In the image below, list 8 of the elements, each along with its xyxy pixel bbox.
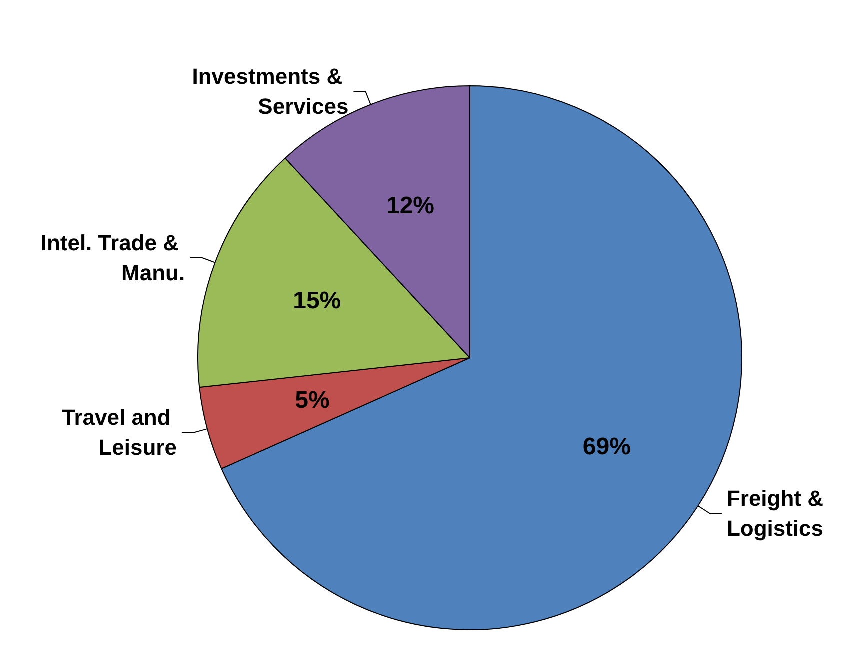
data-label: 69% <box>582 433 631 460</box>
data-label: 12% <box>386 192 435 220</box>
slice-label: Travel and Leisure <box>62 405 177 460</box>
slice-label: Investments & Services <box>192 64 349 120</box>
data-label: 15% <box>293 287 342 314</box>
slice-label: Freight & Logistics <box>726 486 830 542</box>
slice-label: Intel. Trade & Manu. <box>40 230 186 286</box>
data-label: 5% <box>295 387 330 414</box>
